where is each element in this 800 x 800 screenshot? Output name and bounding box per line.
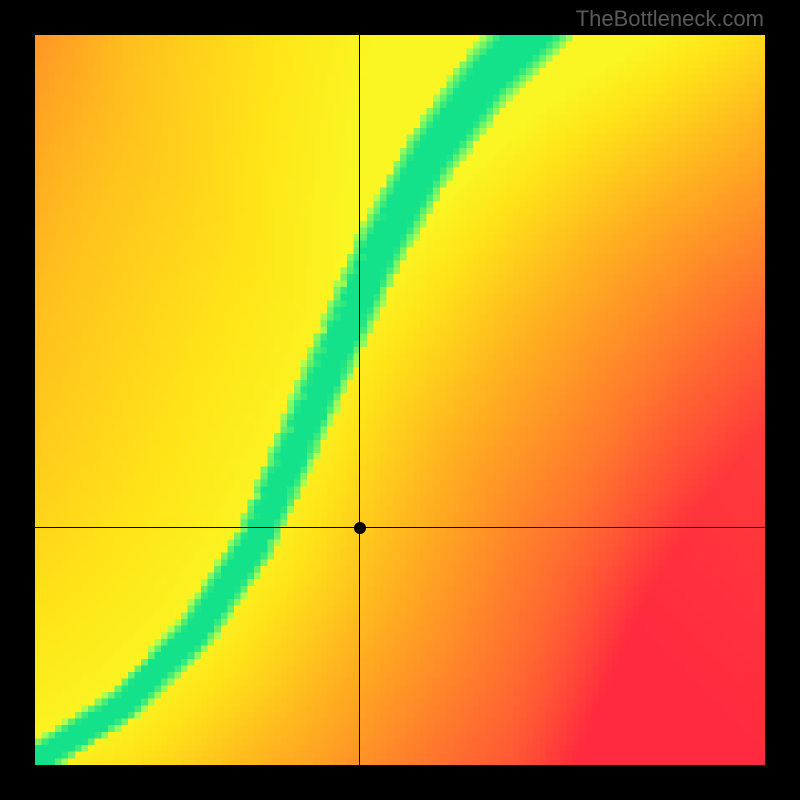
bottleneck-heatmap xyxy=(35,35,765,765)
chart-container: { "watermark": { "text": "TheBottleneck.… xyxy=(0,0,800,800)
watermark-label: TheBottleneck.com xyxy=(576,6,764,32)
